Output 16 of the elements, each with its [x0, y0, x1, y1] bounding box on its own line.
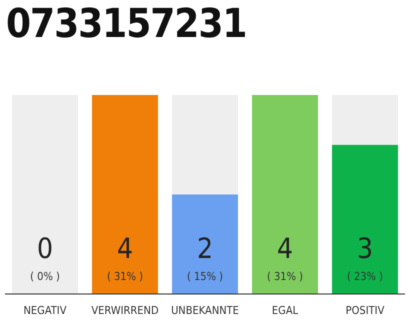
data-label: 4	[116, 232, 134, 265]
data-label: 2	[196, 232, 214, 265]
x-tick-label: UNBEKANNTE	[171, 304, 239, 317]
annotation: ( 31% )	[266, 270, 304, 283]
data-label: 4	[276, 232, 294, 265]
x-tick-label: VERWIRREND	[91, 304, 159, 317]
x-tick-label: POSITIV	[346, 304, 385, 317]
data-label: 3	[356, 232, 374, 265]
chart-title: 0733157231	[6, 0, 246, 48]
annotation: ( 31% )	[106, 270, 144, 283]
annotation: ( 15% )	[186, 270, 224, 283]
annotation: ( 0% )	[30, 270, 60, 283]
annotation: 0	[36, 232, 54, 265]
annotation: ( 23% )	[346, 270, 384, 283]
x-tick-label: EGAL	[272, 304, 299, 317]
x-tick-label: NEGATIV	[24, 304, 67, 317]
